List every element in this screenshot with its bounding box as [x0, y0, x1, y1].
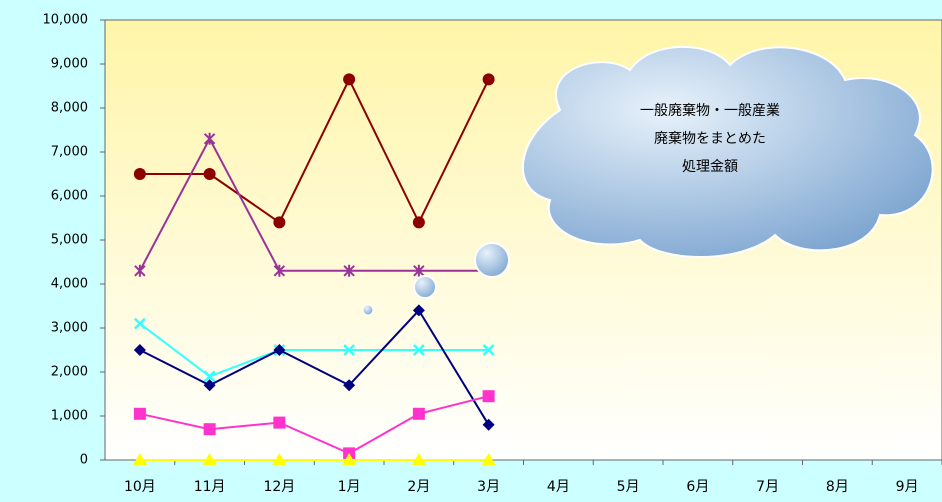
y-tick-label: 4,000 — [51, 277, 88, 292]
marker — [343, 73, 356, 86]
cloud-bubble — [362, 304, 374, 316]
series-line — [139, 395, 489, 455]
marker — [412, 344, 425, 356]
x-tick-label: 11月 — [194, 479, 226, 495]
marker — [481, 453, 496, 465]
marker — [132, 453, 147, 465]
x-tick-label: 8月 — [826, 479, 849, 495]
marker — [203, 370, 216, 383]
marker — [412, 216, 425, 229]
marker — [134, 264, 146, 277]
series-line — [139, 322, 489, 378]
marker — [203, 132, 216, 145]
marker — [343, 344, 356, 356]
y-tick-label: 3,000 — [51, 321, 88, 336]
marker — [203, 168, 216, 180]
marker — [343, 379, 356, 392]
x-tick-label: 3月 — [477, 479, 500, 495]
marker — [482, 73, 495, 86]
x-tick-label: 12月 — [263, 479, 295, 495]
marker — [412, 407, 425, 420]
marker — [482, 344, 495, 356]
annotation: 一般廃棄物・一般産業 — [640, 102, 780, 119]
x-tick-label: 9月 — [896, 479, 919, 495]
marker — [343, 264, 355, 277]
marker — [413, 264, 425, 277]
y-tick-label: 2,000 — [51, 365, 88, 380]
x-tick-label: 2月 — [407, 479, 430, 495]
cloud-bubble — [413, 275, 437, 299]
marker — [342, 453, 357, 465]
annotation: 処理金額 — [682, 159, 738, 175]
marker — [203, 379, 216, 392]
y-tick-label: 10,000 — [43, 13, 89, 28]
y-tick-label: 5,000 — [51, 233, 88, 248]
marker — [273, 344, 286, 356]
marker — [482, 390, 495, 403]
marker — [133, 317, 146, 330]
marker — [272, 453, 287, 465]
marker — [411, 453, 426, 465]
y-tick-label: 0 — [80, 453, 88, 468]
marker — [273, 416, 286, 429]
cloud-bubble — [474, 242, 510, 278]
marker — [273, 264, 286, 277]
annotation: 廃棄物をまとめた — [654, 130, 766, 147]
marker — [412, 304, 425, 317]
y-tick-label: 7,000 — [51, 145, 88, 160]
y-tick-label: 1,000 — [51, 409, 88, 424]
marker — [133, 168, 146, 180]
y-tick-label: 9,000 — [51, 57, 88, 72]
y-tick-label: 8,000 — [51, 101, 88, 116]
marker — [273, 216, 286, 229]
series-line — [139, 308, 490, 426]
x-tick-label: 1月 — [338, 479, 361, 495]
x-tick-label: 4月 — [547, 479, 570, 495]
x-tick-label: 5月 — [617, 479, 640, 495]
x-tick-label: 10月 — [124, 479, 156, 495]
marker — [482, 418, 495, 431]
series-line — [139, 77, 490, 225]
marker — [203, 423, 216, 436]
cloud — [521, 45, 934, 258]
marker — [202, 453, 217, 465]
marker — [133, 407, 146, 420]
series-line — [138, 136, 489, 272]
marker — [133, 344, 146, 356]
y-tick-label: 6,000 — [51, 189, 88, 204]
x-tick-label: 7月 — [756, 479, 779, 495]
x-tick-label: 6月 — [686, 479, 709, 495]
